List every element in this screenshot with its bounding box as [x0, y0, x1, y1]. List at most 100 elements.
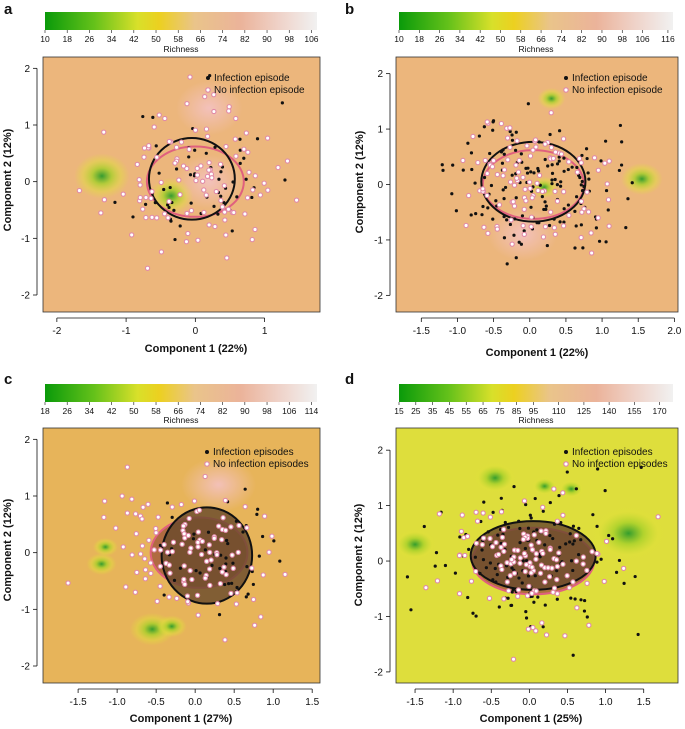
point-no-infection	[620, 565, 627, 572]
point-no-infection	[515, 587, 522, 593]
point-no-infection	[527, 153, 534, 159]
point-infection	[261, 534, 265, 539]
point-no-infection	[504, 135, 511, 141]
colorbar-tick-label: 155	[627, 406, 641, 416]
point-no-infection	[233, 153, 239, 159]
point-no-infection	[207, 582, 213, 589]
point-no-infection	[554, 198, 561, 204]
colorbar-tick-label: 34	[455, 34, 465, 44]
point-no-infection	[142, 576, 149, 582]
point-infection	[162, 187, 166, 192]
y-axis-label: Component 2 (12%)	[354, 130, 366, 233]
point-infection	[506, 525, 511, 529]
legend-b: Infection episode No infection episode	[563, 73, 663, 96]
colorbar-tick-label: 114	[305, 406, 319, 416]
point-no-infection	[225, 206, 232, 212]
point-no-infection	[566, 585, 573, 591]
point-no-infection	[529, 195, 535, 201]
point-infection	[422, 524, 426, 529]
point-infection	[246, 592, 250, 596]
point-no-infection	[533, 144, 539, 150]
point-no-infection	[139, 516, 145, 522]
point-no-infection	[265, 187, 271, 193]
legend-label-no-infection: No infection episodes	[213, 459, 309, 470]
point-no-infection	[560, 223, 567, 229]
y-tick-label: -1	[374, 612, 383, 623]
colorbar-tick-label: 10	[40, 34, 50, 44]
point-infection	[584, 147, 589, 151]
point-no-infection	[149, 214, 155, 220]
point-infection	[493, 566, 497, 571]
point-no-infection	[219, 537, 225, 543]
point-infection	[529, 170, 533, 174]
point-no-infection	[588, 230, 594, 236]
point-infection	[223, 582, 227, 587]
point-no-infection	[137, 194, 143, 201]
point-no-infection	[602, 160, 608, 166]
point-no-infection	[141, 145, 148, 151]
point-no-infection	[195, 539, 201, 546]
point-no-infection	[202, 473, 208, 480]
point-no-infection	[222, 527, 229, 533]
point-no-infection	[188, 207, 195, 214]
point-no-infection	[162, 115, 168, 122]
point-no-infection	[517, 555, 524, 561]
point-infection	[604, 139, 608, 143]
point-no-infection	[464, 533, 471, 540]
point-no-infection	[525, 626, 532, 632]
point-infection	[524, 559, 529, 563]
point-no-infection	[134, 569, 140, 576]
point-no-infection	[241, 146, 247, 152]
point-infection	[538, 183, 542, 187]
richness-hotspot	[621, 162, 663, 195]
colorbar-tick-label: 98	[618, 34, 628, 44]
point-infection	[536, 169, 541, 173]
point-infection	[188, 173, 193, 177]
colorbar-tick-label: 10	[394, 34, 404, 44]
point-no-infection	[203, 192, 209, 198]
point-infection	[573, 209, 577, 213]
point-no-infection	[521, 206, 527, 212]
colorbar-title: Richness	[519, 415, 554, 425]
x-tick-label: 0.0	[523, 326, 537, 337]
y-tick-label: -2	[374, 291, 383, 302]
y-tick-label: 1	[24, 492, 30, 503]
point-infection	[250, 195, 254, 200]
point-no-infection	[576, 155, 583, 162]
point-no-infection	[185, 532, 192, 539]
point-no-infection	[528, 570, 534, 576]
point-no-infection	[173, 144, 180, 151]
point-no-infection	[560, 136, 567, 142]
point-infection	[514, 148, 518, 152]
point-infection	[508, 222, 513, 227]
point-no-infection	[222, 217, 228, 223]
point-no-infection	[146, 537, 152, 543]
point-no-infection	[245, 149, 251, 155]
point-infection	[596, 467, 600, 471]
point-no-infection	[520, 223, 526, 229]
richness-hotspot	[175, 80, 243, 136]
plot-frame	[42, 56, 321, 313]
point-infection	[502, 214, 506, 219]
point-infection	[467, 547, 471, 551]
point-no-infection	[142, 556, 148, 562]
point-no-infection	[473, 568, 479, 575]
point-infection	[559, 180, 563, 184]
plot-area-a	[42, 56, 321, 313]
point-infection	[532, 171, 536, 175]
point-no-infection	[172, 160, 178, 166]
point-infection	[622, 581, 626, 585]
point-infection	[514, 196, 518, 200]
colorbar-tick-label: 58	[173, 34, 183, 44]
colorbar-tick-label: 82	[218, 406, 228, 416]
point-no-infection	[244, 525, 250, 531]
x-tick-label: 0.0	[522, 697, 536, 708]
colorbar-tick-label: 74	[557, 34, 567, 44]
colorbar-tick-label: 98	[285, 34, 295, 44]
point-infection	[154, 144, 158, 148]
point-infection	[580, 153, 584, 158]
legend-label-infection: Infection episodes	[572, 447, 653, 458]
point-no-infection	[528, 214, 535, 220]
point-no-infection	[164, 549, 171, 555]
point-no-infection	[182, 581, 188, 588]
